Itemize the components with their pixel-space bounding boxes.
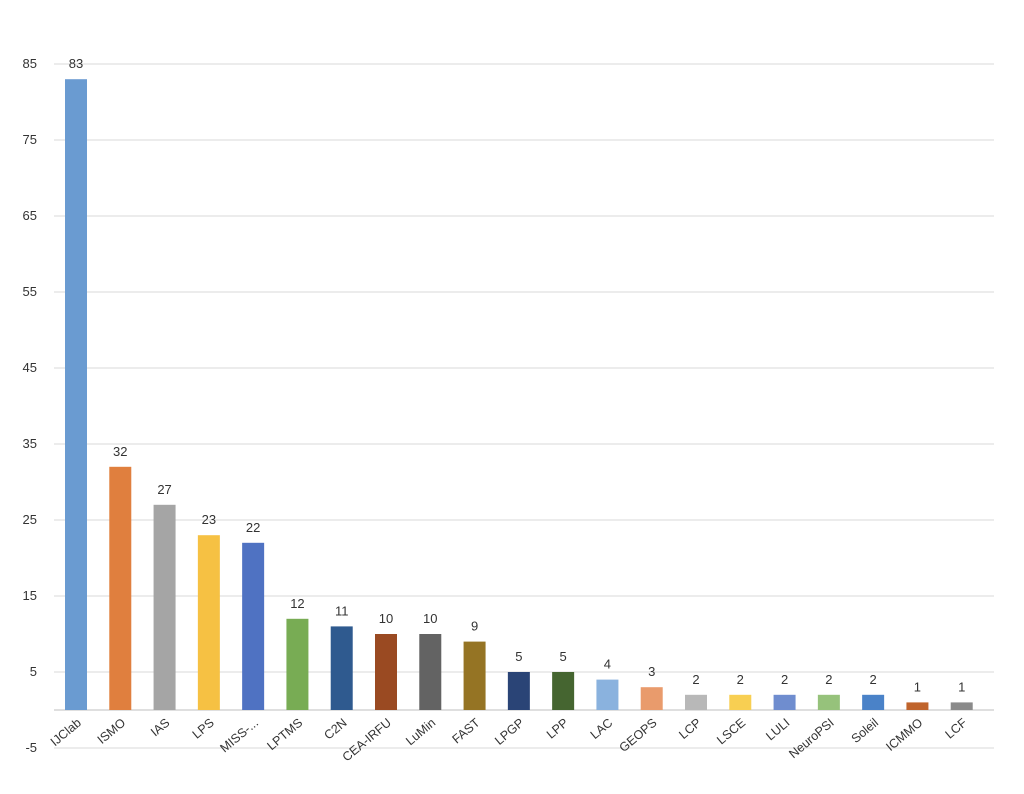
data-label: 2 bbox=[781, 672, 788, 687]
y-tick-label: 75 bbox=[23, 132, 37, 147]
data-label: 11 bbox=[335, 603, 349, 618]
bar bbox=[197, 535, 220, 710]
category-label: Soleil bbox=[849, 716, 881, 746]
data-label: 1 bbox=[914, 679, 921, 694]
data-label: 2 bbox=[825, 672, 832, 687]
category-label: IJClab bbox=[48, 716, 84, 750]
category-label: LPTMS bbox=[264, 716, 305, 754]
y-tick-label: 35 bbox=[23, 436, 37, 451]
bar bbox=[773, 694, 796, 710]
data-label: 12 bbox=[290, 596, 304, 611]
data-label: 22 bbox=[246, 520, 260, 535]
category-label: ISMO bbox=[95, 715, 129, 746]
data-label: 2 bbox=[692, 672, 699, 687]
data-label: 32 bbox=[113, 444, 127, 459]
bar bbox=[950, 702, 973, 710]
category-label: LCP bbox=[676, 716, 704, 742]
category-label: LCF bbox=[943, 715, 970, 741]
data-label: 10 bbox=[379, 611, 393, 626]
category-label: FAST bbox=[450, 715, 483, 746]
data-label: 3 bbox=[648, 664, 655, 679]
bar bbox=[729, 694, 752, 710]
category-label: LuMin bbox=[403, 716, 438, 749]
category-label: GEOPS bbox=[617, 716, 660, 755]
data-label: 83 bbox=[69, 56, 83, 71]
bar bbox=[685, 694, 707, 710]
category-label: C2N bbox=[321, 716, 349, 743]
bar bbox=[330, 626, 353, 710]
data-label: 2 bbox=[737, 672, 744, 687]
bar bbox=[286, 618, 309, 710]
gridlines bbox=[54, 63, 994, 749]
category-label: LPS bbox=[190, 716, 217, 742]
bar bbox=[507, 672, 530, 710]
category-label: CEA-IRFU bbox=[340, 716, 394, 765]
bar bbox=[463, 641, 486, 710]
data-label: 9 bbox=[471, 619, 478, 634]
bar bbox=[596, 679, 619, 710]
bar bbox=[419, 634, 442, 710]
category-label: LSCE bbox=[714, 716, 748, 748]
data-label: 23 bbox=[202, 512, 216, 527]
bar bbox=[242, 542, 265, 710]
category-label: NeuroPSI bbox=[786, 716, 837, 762]
category-label: LAC bbox=[588, 716, 616, 742]
category-label: LULI bbox=[763, 716, 792, 744]
y-tick-label: 45 bbox=[23, 360, 37, 375]
data-label: 10 bbox=[423, 611, 437, 626]
category-label: MISS-... bbox=[217, 716, 261, 756]
y-tick-label: -5 bbox=[25, 740, 37, 755]
bar bbox=[109, 466, 132, 710]
category-label: IAS bbox=[148, 716, 172, 740]
y-tick-label: 25 bbox=[23, 512, 37, 527]
bar bbox=[65, 79, 87, 710]
bar bbox=[906, 702, 929, 710]
category-label: LPP bbox=[544, 716, 571, 742]
x-axis-categories: IJClab ISMO IAS LPS MISS-... LPTMS C2NCEA-IRFU… bbox=[48, 715, 970, 764]
bar bbox=[817, 694, 840, 710]
data-label: 2 bbox=[870, 672, 877, 687]
y-axis-ticks: -5 5 15 25 35 45 55 65 75 85 bbox=[23, 56, 37, 755]
bar bbox=[552, 672, 575, 710]
bar bbox=[862, 694, 885, 710]
bar bbox=[153, 504, 176, 710]
y-tick-label: 15 bbox=[23, 588, 37, 603]
bar bbox=[640, 687, 663, 710]
category-label: LPGP bbox=[492, 716, 527, 748]
data-label: 4 bbox=[604, 657, 611, 672]
bar bbox=[375, 634, 397, 710]
data-label: 5 bbox=[560, 649, 567, 664]
data-label: 27 bbox=[157, 482, 171, 497]
bars bbox=[65, 79, 973, 710]
data-label: 5 bbox=[515, 649, 522, 664]
y-tick-label: 65 bbox=[23, 208, 37, 223]
data-label: 1 bbox=[958, 679, 965, 694]
y-tick-label: 85 bbox=[23, 56, 37, 71]
y-tick-label: 55 bbox=[23, 284, 37, 299]
y-tick-label: 5 bbox=[30, 664, 37, 679]
